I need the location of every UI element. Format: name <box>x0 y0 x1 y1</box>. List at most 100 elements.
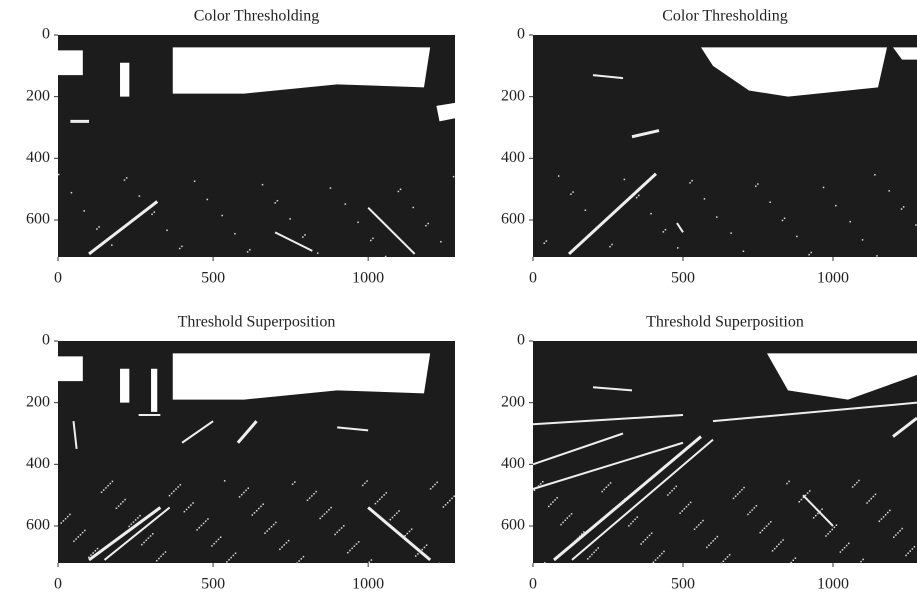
image-speck <box>207 199 209 201</box>
image-speck <box>390 519 392 521</box>
image-speck <box>131 524 133 526</box>
image-speck <box>184 511 186 513</box>
image-speck <box>556 497 558 499</box>
image-speck <box>663 231 665 233</box>
image-speck <box>721 563 723 565</box>
image-speck <box>698 524 700 526</box>
image-speck <box>101 491 103 493</box>
x-tick-label: 0 <box>529 270 537 287</box>
image-speck <box>160 556 162 558</box>
image-speck <box>124 179 126 181</box>
image-speck <box>301 558 303 560</box>
image-speck <box>663 551 665 553</box>
x-tick-label: 0 <box>529 576 537 593</box>
image-speck <box>105 487 107 489</box>
image-speck <box>716 216 718 218</box>
image-speck <box>150 535 152 537</box>
image-speck <box>637 516 639 518</box>
image-speck <box>696 526 698 528</box>
image-speck <box>538 485 540 487</box>
image-speck <box>606 487 608 489</box>
image-speck <box>874 174 876 176</box>
image-speck <box>589 556 591 558</box>
image-speck <box>309 497 311 499</box>
image-speck <box>128 526 130 528</box>
image-speck <box>112 481 114 483</box>
image-speck <box>786 483 788 485</box>
image-speck <box>120 503 122 505</box>
image-speck <box>737 493 739 495</box>
image-speck <box>871 498 873 500</box>
image-speck <box>562 522 564 524</box>
image-speck <box>829 531 831 533</box>
y-tick-label: 400 <box>501 455 525 472</box>
image-speck <box>887 512 889 513</box>
image-speck <box>704 198 706 200</box>
image-speck <box>58 174 60 176</box>
image-speck <box>741 489 743 491</box>
image-speck <box>213 543 215 545</box>
image-speck <box>604 489 606 491</box>
image-speck <box>889 510 891 512</box>
image-speck <box>73 540 75 542</box>
image-speck <box>330 187 332 189</box>
y-tick-label: 600 <box>501 517 525 534</box>
image-speck <box>175 488 177 490</box>
image-speck <box>65 518 67 520</box>
image-speck <box>860 561 862 563</box>
image-speck <box>905 555 907 557</box>
image-speck <box>858 480 860 482</box>
y-tick-label: 0 <box>42 332 50 349</box>
image-speck <box>747 514 749 516</box>
image-speck <box>653 561 655 563</box>
y-tick-label: 400 <box>26 149 50 166</box>
image-speck <box>343 525 345 527</box>
image-speck <box>241 494 243 496</box>
image-speck <box>432 486 434 488</box>
image-speck <box>782 539 784 541</box>
image-speck <box>277 200 279 202</box>
image-speck <box>618 505 620 507</box>
image-speck <box>895 534 897 536</box>
image-speck <box>610 482 612 484</box>
image-speck <box>651 532 653 534</box>
image-speck <box>252 514 254 516</box>
x-tick-label: 500 <box>201 576 225 593</box>
image-speck <box>825 535 827 537</box>
image-speck <box>375 503 377 505</box>
image-speck <box>893 536 895 538</box>
image-speck <box>402 537 404 539</box>
image-speck <box>245 490 247 492</box>
image-speck <box>302 236 304 238</box>
y-tick-label: 400 <box>26 455 50 472</box>
image-speck <box>385 256 387 258</box>
image-speck <box>754 507 756 509</box>
y-tick-label: 200 <box>26 87 50 104</box>
image-speck <box>903 206 905 208</box>
image-speck <box>542 481 544 483</box>
image-region <box>58 50 83 75</box>
image-speck <box>230 557 232 559</box>
image-speck <box>107 485 109 487</box>
image-region <box>436 103 455 122</box>
image-speck <box>427 223 429 225</box>
image-speck <box>354 545 356 547</box>
figure: Color Thresholding050010000200400600Colo… <box>0 0 917 601</box>
image-speck <box>682 510 684 512</box>
image-speck <box>899 530 901 532</box>
image-speck <box>910 550 912 552</box>
image-speck <box>283 544 285 546</box>
image-speck <box>823 187 825 189</box>
image-speck <box>139 515 141 517</box>
image-speck <box>868 500 870 502</box>
image-speck <box>203 523 205 525</box>
image-speck <box>717 536 719 538</box>
panel-title: Color Thresholding <box>662 8 787 25</box>
image-speck <box>885 514 887 516</box>
image-speck <box>279 549 281 551</box>
image-speck <box>749 512 751 513</box>
image-speck <box>595 549 597 551</box>
image-speck <box>671 490 673 492</box>
image-speck <box>552 501 554 503</box>
image-speck <box>793 560 795 562</box>
